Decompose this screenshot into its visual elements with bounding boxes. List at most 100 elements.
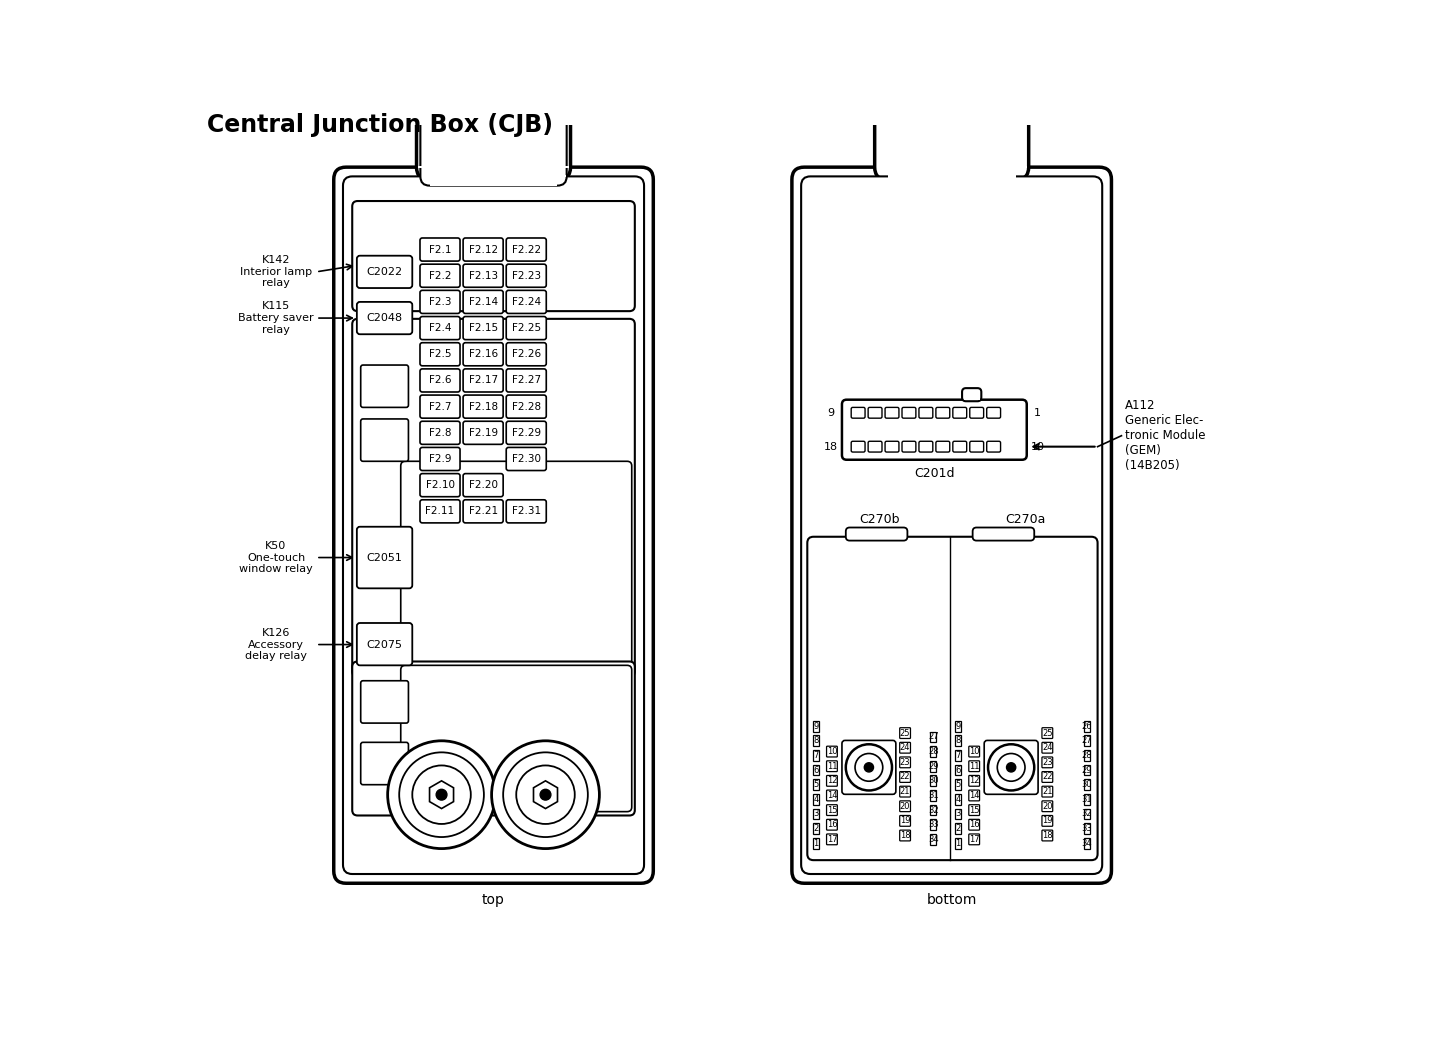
FancyBboxPatch shape <box>969 820 979 830</box>
Bar <box>930 834 936 844</box>
FancyBboxPatch shape <box>507 421 546 444</box>
FancyBboxPatch shape <box>842 399 1027 460</box>
Text: 7: 7 <box>955 751 960 760</box>
Text: 6: 6 <box>955 765 960 775</box>
FancyBboxPatch shape <box>936 408 950 418</box>
FancyBboxPatch shape <box>900 743 910 753</box>
Bar <box>419 165 569 168</box>
FancyBboxPatch shape <box>1043 743 1053 753</box>
Circle shape <box>845 745 891 790</box>
Text: 18: 18 <box>824 442 838 451</box>
FancyBboxPatch shape <box>464 395 503 418</box>
FancyBboxPatch shape <box>334 167 654 883</box>
FancyBboxPatch shape <box>464 238 503 261</box>
Text: 14: 14 <box>827 791 837 800</box>
Text: 12: 12 <box>827 776 837 785</box>
FancyBboxPatch shape <box>919 408 933 418</box>
Text: 30: 30 <box>1081 780 1092 789</box>
FancyBboxPatch shape <box>827 790 837 801</box>
FancyBboxPatch shape <box>353 201 635 311</box>
Bar <box>431 176 557 186</box>
FancyBboxPatch shape <box>357 256 412 288</box>
Bar <box>930 761 936 772</box>
FancyBboxPatch shape <box>507 369 546 392</box>
Bar <box>1084 838 1090 849</box>
Bar <box>812 735 819 746</box>
FancyBboxPatch shape <box>420 238 459 261</box>
FancyBboxPatch shape <box>900 757 910 768</box>
Bar <box>955 808 960 820</box>
Text: 9: 9 <box>955 722 960 731</box>
Text: 1: 1 <box>1034 408 1041 418</box>
FancyBboxPatch shape <box>357 302 412 334</box>
FancyBboxPatch shape <box>953 408 966 418</box>
FancyBboxPatch shape <box>464 369 503 392</box>
FancyBboxPatch shape <box>900 772 910 782</box>
Bar <box>1084 750 1090 761</box>
FancyBboxPatch shape <box>1043 786 1053 797</box>
FancyBboxPatch shape <box>464 500 503 523</box>
Bar <box>812 808 819 820</box>
FancyBboxPatch shape <box>360 681 409 723</box>
FancyBboxPatch shape <box>886 441 899 452</box>
Bar <box>1084 764 1090 776</box>
Text: 18: 18 <box>1043 831 1053 840</box>
FancyBboxPatch shape <box>360 419 409 462</box>
FancyBboxPatch shape <box>1043 772 1053 782</box>
Bar <box>1084 721 1090 731</box>
FancyBboxPatch shape <box>353 319 635 677</box>
Bar <box>847 536 906 538</box>
FancyBboxPatch shape <box>827 805 837 815</box>
FancyBboxPatch shape <box>464 473 503 497</box>
FancyBboxPatch shape <box>360 365 409 408</box>
Bar <box>888 166 1015 180</box>
FancyBboxPatch shape <box>420 500 459 523</box>
Text: 19: 19 <box>1043 816 1053 826</box>
Text: F2.22: F2.22 <box>511 244 541 255</box>
FancyBboxPatch shape <box>972 527 1034 541</box>
FancyBboxPatch shape <box>969 834 979 844</box>
Text: F2.24: F2.24 <box>511 296 541 307</box>
FancyBboxPatch shape <box>420 395 459 418</box>
Circle shape <box>491 740 599 849</box>
Bar <box>930 820 936 830</box>
Text: F2.5: F2.5 <box>429 349 451 359</box>
Text: 18: 18 <box>900 831 910 840</box>
Bar <box>963 398 979 400</box>
Bar <box>1084 735 1090 746</box>
FancyBboxPatch shape <box>919 441 933 452</box>
Text: C201d: C201d <box>914 467 955 480</box>
Text: F2.23: F2.23 <box>511 270 541 281</box>
Bar <box>930 746 936 757</box>
FancyBboxPatch shape <box>464 264 503 287</box>
FancyBboxPatch shape <box>343 177 644 874</box>
Text: top: top <box>482 893 505 907</box>
FancyBboxPatch shape <box>845 527 907 541</box>
Text: 5: 5 <box>955 780 960 789</box>
Text: 32: 32 <box>927 806 939 814</box>
Text: F2.11: F2.11 <box>425 506 455 516</box>
Text: 10: 10 <box>1031 442 1044 451</box>
FancyBboxPatch shape <box>464 290 503 313</box>
Circle shape <box>864 762 874 772</box>
Circle shape <box>503 752 588 837</box>
Text: 15: 15 <box>969 806 979 814</box>
Bar <box>812 838 819 849</box>
FancyBboxPatch shape <box>827 776 837 786</box>
Text: F2.15: F2.15 <box>468 323 498 333</box>
Text: F2.2: F2.2 <box>429 270 451 281</box>
Bar <box>877 165 1027 168</box>
Bar <box>930 790 936 801</box>
FancyBboxPatch shape <box>827 761 837 772</box>
Text: 8: 8 <box>814 736 818 746</box>
Text: 6: 6 <box>814 765 818 775</box>
Text: 27: 27 <box>927 732 939 742</box>
Text: F2.14: F2.14 <box>468 296 498 307</box>
Circle shape <box>399 752 484 837</box>
Text: 1: 1 <box>955 838 960 848</box>
Bar <box>955 735 960 746</box>
FancyBboxPatch shape <box>464 343 503 366</box>
FancyBboxPatch shape <box>507 343 546 366</box>
Text: C270a: C270a <box>1005 514 1045 526</box>
Text: 17: 17 <box>827 835 837 843</box>
